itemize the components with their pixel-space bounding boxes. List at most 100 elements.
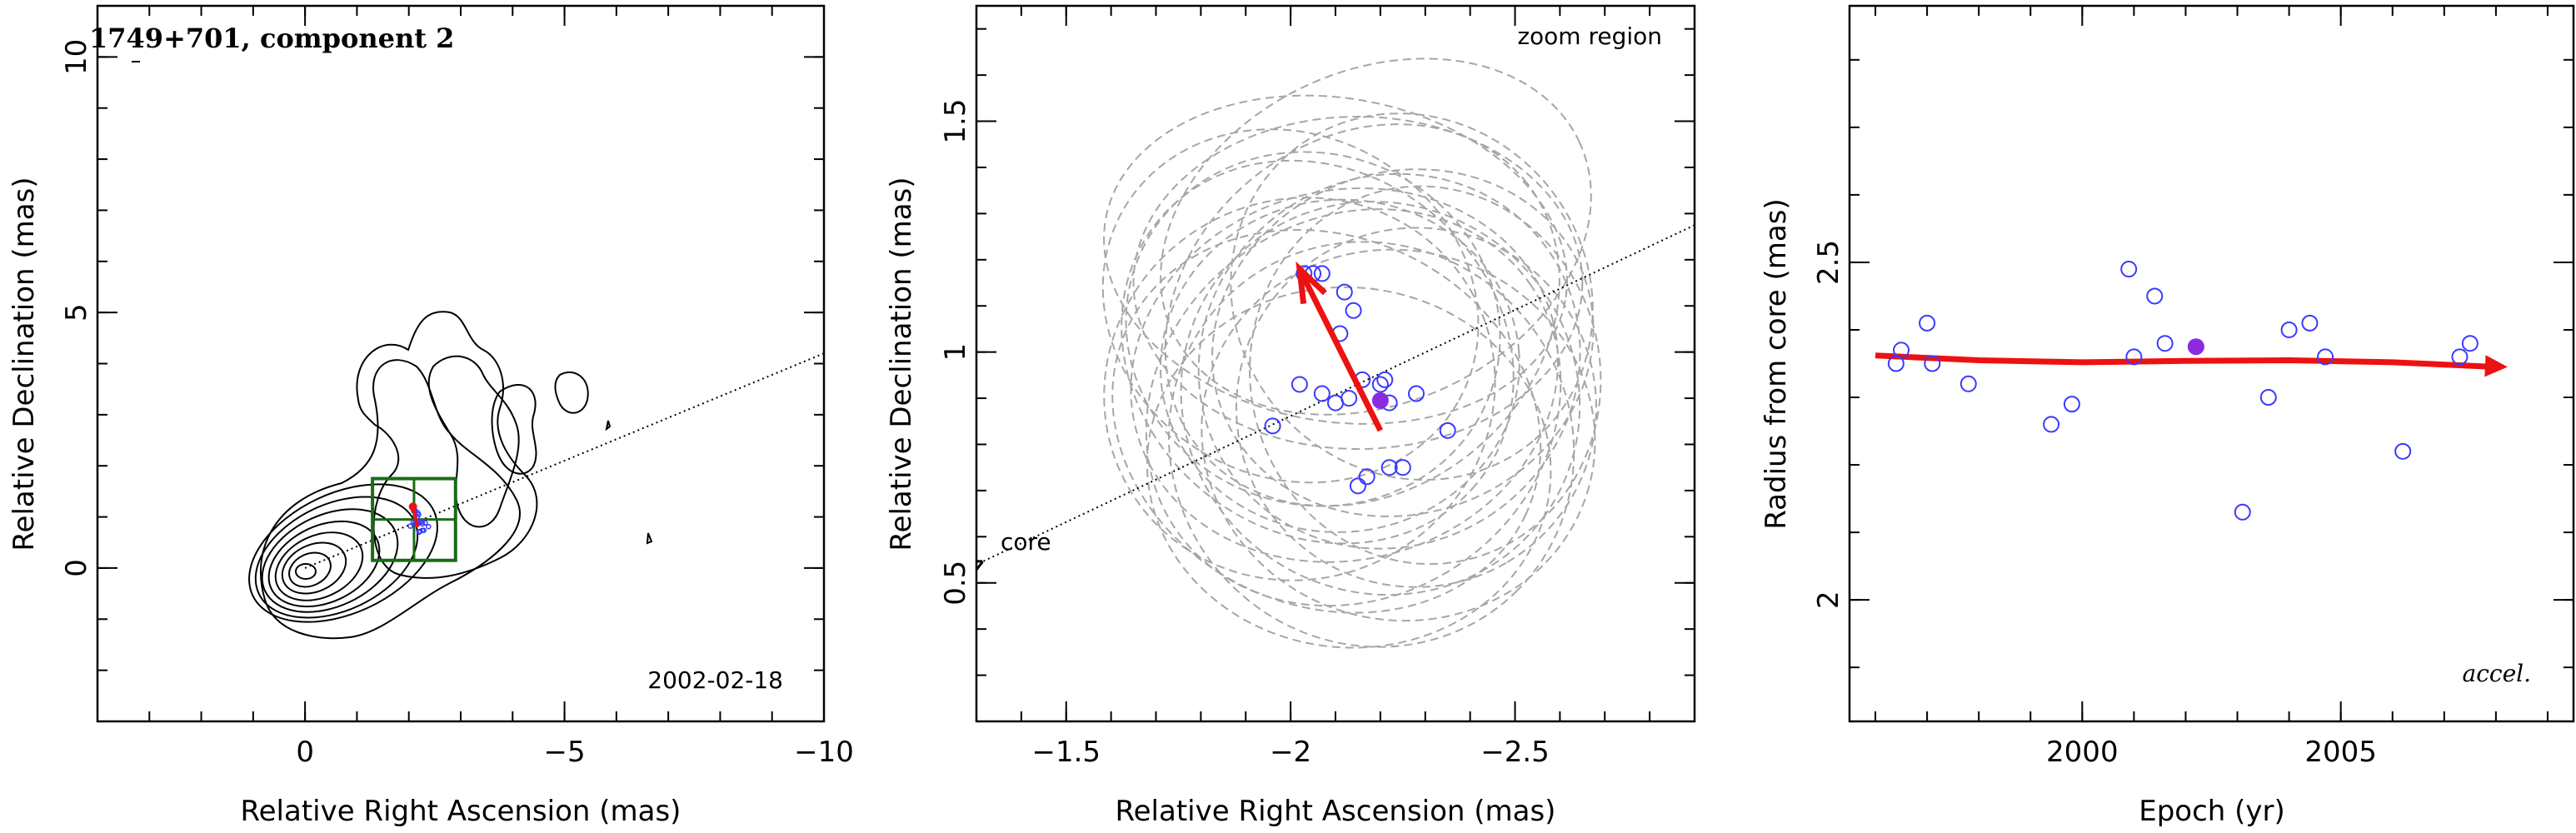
radius-point — [2301, 314, 2319, 332]
panel-2-ylabel: Relative Declination (mas) — [885, 177, 918, 551]
jet-contour — [646, 532, 653, 545]
beam-ellipse — [1130, 187, 1560, 563]
position-point — [1371, 376, 1389, 393]
velocity-arrow-head — [1295, 261, 1327, 305]
core-contour — [261, 508, 399, 613]
panel-1-ticks: 0 −5 −10 0 5 10 — [60, 5, 854, 769]
radius-point — [1959, 375, 1977, 392]
jet-contour — [356, 311, 538, 579]
radius-point — [2259, 389, 2277, 407]
beam-ellipse — [1103, 94, 1568, 425]
panel-2-plot-area — [981, 57, 1695, 649]
beam-ellipse — [1249, 185, 1602, 566]
beam-ellipse — [1103, 197, 1496, 581]
radius-point — [1919, 314, 1936, 332]
panel-1-contours — [248, 311, 653, 640]
panel-1-plot-area — [304, 352, 824, 569]
panel-1-ylabel: Relative Declination (mas) — [7, 177, 41, 551]
core-contour — [267, 520, 381, 608]
core-contour — [281, 541, 347, 595]
beam-ellipse — [1121, 159, 1515, 545]
y-tick-label: 2.5 — [1812, 240, 1845, 285]
position-point — [1345, 302, 1362, 319]
panel-3-xlabel: Epoch (yr) — [2139, 795, 2285, 828]
position-point — [1358, 468, 1375, 486]
panel-2: −1.5 −2 −2.5 0.5 1 1.5 zoom region core Relat… — [885, 4, 1696, 828]
component-arrow-head — [408, 502, 417, 511]
radius-point — [2451, 348, 2469, 366]
beam-ellipse — [1235, 227, 1597, 588]
panel-1: 0 −5 −10 0 5 10 1749+701, component 2 2002-02… — [7, 4, 854, 828]
jet-contour — [491, 383, 537, 475]
y-tick-label: 0.5 — [939, 561, 972, 606]
panel-1-date: 2002-02-18 — [647, 666, 783, 694]
x-tick-label: 2005 — [2304, 736, 2377, 769]
x-tick-label: −1.5 — [1031, 736, 1101, 769]
beam-ellipse — [1160, 57, 1592, 416]
beam-ellipse — [1101, 128, 1480, 484]
position-point — [1313, 385, 1330, 402]
radius-point — [2280, 321, 2298, 338]
component-point — [419, 521, 426, 527]
panel-3-ticks: 2000 2005 2 2.5 — [1812, 6, 2574, 769]
radius-point — [1924, 355, 1941, 372]
y-tick-label: 2 — [1812, 591, 1845, 609]
panel-3-ylabel: Radius from core (mas) — [1760, 198, 1793, 529]
panel-2-frame — [975, 4, 1696, 723]
position-point — [1264, 417, 1281, 435]
component-point — [417, 528, 423, 535]
mean-position-point — [1371, 392, 1389, 409]
velocity-arrow — [1296, 267, 1384, 432]
panel-3: 2000 2005 2 2.5 accel. Epoch (yr) Radius fr… — [1760, 4, 2575, 828]
component-point — [426, 523, 432, 530]
position-point — [1439, 421, 1456, 439]
accel-label: accel. — [2463, 660, 2531, 687]
jet-contour — [605, 420, 612, 431]
radius-point — [2043, 416, 2060, 433]
radius-point — [2156, 335, 2174, 352]
core-label: core — [1001, 528, 1051, 556]
jet-contour — [554, 371, 589, 414]
beam-ellipse — [1125, 151, 1501, 507]
mean-radius-point — [2187, 338, 2204, 356]
component-point — [407, 523, 413, 529]
fit-curve — [1875, 352, 2497, 371]
panel-2-ticks: −1.5 −2 −2.5 0.5 1 1.5 — [939, 6, 1695, 769]
radius-point — [2317, 348, 2334, 366]
beam-ellipse — [1197, 172, 1581, 550]
x-tick-label: −2 — [1270, 736, 1311, 769]
position-point — [1290, 376, 1308, 393]
position-point — [1407, 385, 1425, 402]
panel-1-xlabel: Relative Right Ascension (mas) — [241, 795, 681, 828]
beam-ellipse — [1201, 248, 1596, 622]
beam-ellipse — [1230, 112, 1594, 481]
radius-point — [2120, 261, 2138, 278]
radius-point — [2146, 287, 2164, 305]
x-tick-label: −2.5 — [1480, 736, 1550, 769]
core-contour — [274, 531, 364, 601]
position-point — [1380, 459, 1398, 476]
component-point — [416, 529, 422, 536]
beam-ellipse — [1211, 168, 1595, 517]
y-tick-label: 1 — [939, 343, 972, 362]
y-tick-label: 0 — [60, 559, 93, 577]
x-tick-label: −10 — [794, 736, 854, 769]
fit-curve-arrow-head — [2484, 355, 2508, 377]
beam-ellipse — [1132, 116, 1584, 451]
x-tick-label: 2000 — [2046, 736, 2119, 769]
position-point — [1340, 390, 1358, 407]
beam-ellipse — [1160, 198, 1520, 533]
ridge-line-to-core — [981, 224, 1695, 562]
y-tick-label: 1.5 — [939, 99, 972, 144]
core-contour — [254, 496, 419, 619]
position-point — [1376, 371, 1394, 388]
panel-2-xlabel: Relative Right Ascension (mas) — [1116, 795, 1556, 828]
x-tick-label: −5 — [544, 736, 586, 769]
radius-point — [2125, 348, 2143, 366]
beam-ellipse — [1164, 123, 1560, 507]
panel-3-plot-area — [1875, 261, 2508, 521]
beam-ellipse — [1180, 201, 1581, 596]
panel-3-frame — [1848, 4, 2575, 723]
radius-point — [2234, 503, 2251, 521]
